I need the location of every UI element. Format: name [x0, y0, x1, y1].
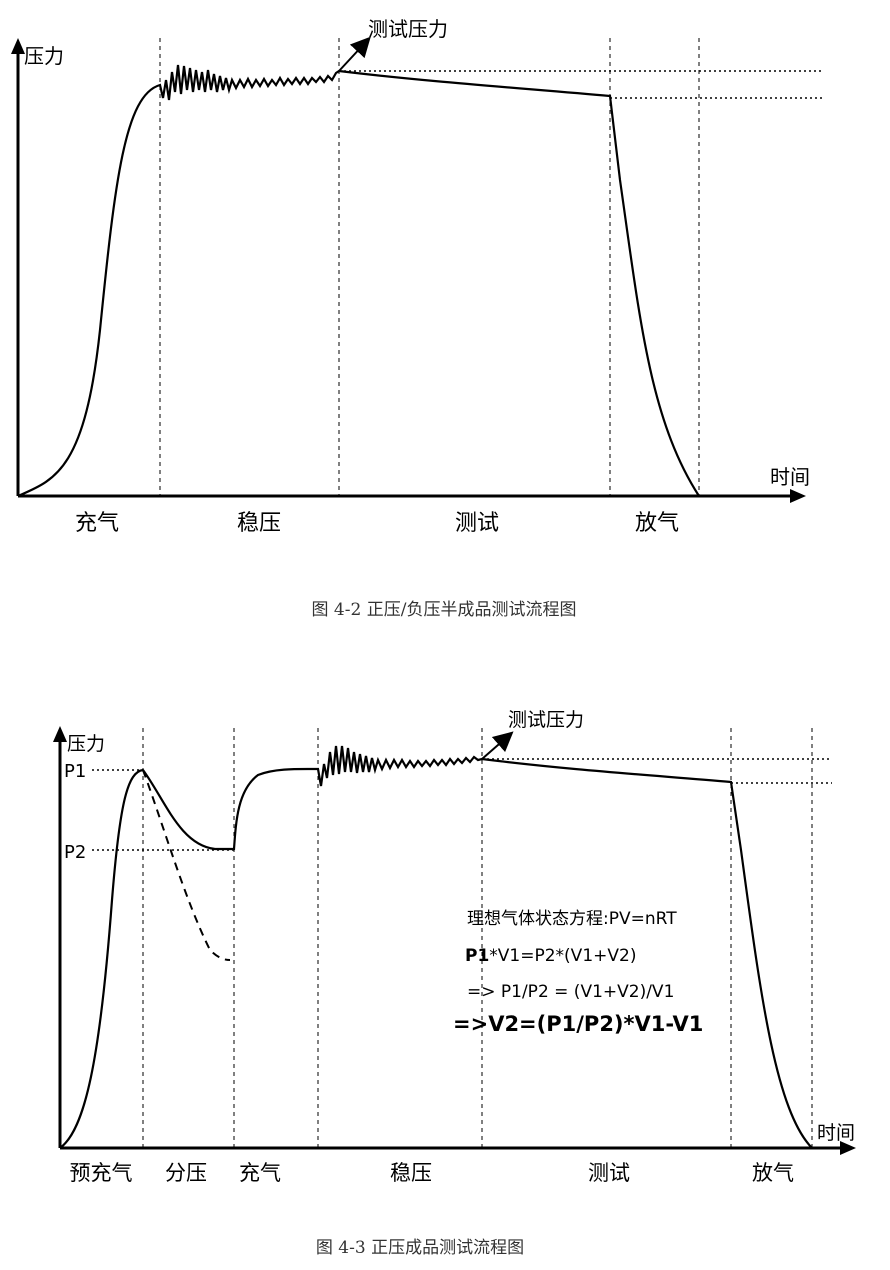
test-pressure-annotation: 测试压力 [508, 709, 584, 731]
test-pressure-pointer-arrow [481, 731, 514, 760]
test-pressure-pointer-arrow [338, 36, 371, 72]
phase-label: 放气 [635, 511, 679, 536]
x-axis-label: 时间 [770, 465, 810, 489]
y-axis-label: 压力 [24, 44, 64, 68]
figure-caption: 图 4-3 正压成品测试流程图 [316, 1238, 524, 1258]
y-axis-arrow-icon [53, 726, 67, 742]
phase-label: 稳压 [237, 511, 281, 536]
figure-caption: 图 4-2 正压/负压半成品测试流程图 [312, 600, 577, 620]
figure-4-2: 压力 时间 测试压力 充气 稳压 测试 放气 图 4-2 正压/负压半成品测试流… [11, 17, 822, 620]
y-axis-label: 压力 [67, 733, 105, 755]
formula-boyle-rest: *V1=P2*(V1+V2) [489, 946, 636, 966]
phase-label: 充气 [75, 511, 119, 536]
formula-p1-term: P1 [465, 946, 489, 966]
phase-label: 放气 [752, 1161, 794, 1185]
x-axis-arrow-icon [790, 489, 806, 503]
y-axis-arrow-icon [11, 38, 25, 54]
p1-label: P1 [64, 761, 86, 782]
phase-label: 充气 [239, 1161, 281, 1185]
figure-4-3: 压力 时间 P1 P2 测试压力 理想气体状态方程:PV=nRT P1*V1=P… [53, 709, 856, 1258]
phase-label: 分压 [165, 1161, 207, 1185]
x-axis-label: 时间 [817, 1122, 855, 1144]
x-axis-arrow-icon [840, 1141, 856, 1155]
test-pressure-annotation: 测试压力 [368, 17, 448, 41]
formula-v2-result: =>V2=(P1/P2)*V1-V1 [453, 1012, 703, 1036]
pressure-curve [59, 745, 813, 1149]
formula-boyle: P1*V1=P2*(V1+V2) [465, 946, 636, 966]
phase-label: 稳压 [390, 1161, 432, 1185]
phase-label: 预充气 [70, 1161, 133, 1185]
pressure-curve [17, 64, 700, 498]
leak-dashed-curve [142, 769, 231, 961]
phase-label: 测试 [455, 511, 499, 536]
p2-label: P2 [64, 842, 86, 863]
phase-label: 测试 [588, 1161, 630, 1185]
formula-ratio: => P1/P2 = (V1+V2)/V1 [467, 982, 674, 1002]
formula-ideal-gas: 理想气体状态方程:PV=nRT [467, 909, 677, 929]
